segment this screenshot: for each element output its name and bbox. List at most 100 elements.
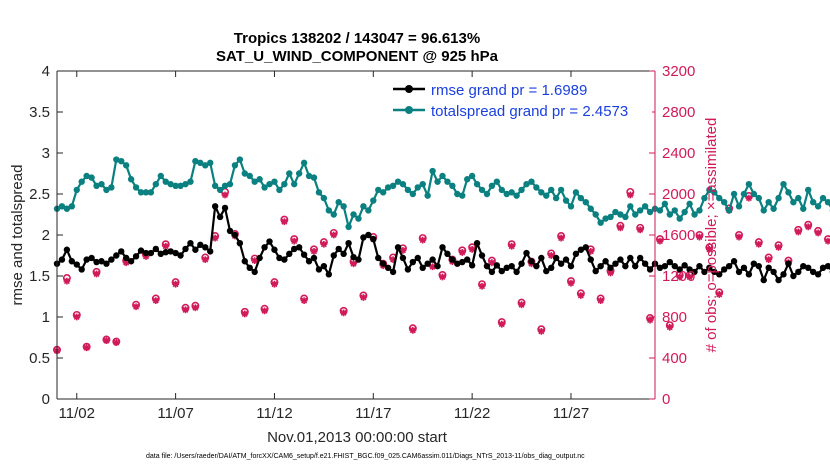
obs-assimilated-marker — [191, 304, 199, 312]
rmse-point — [355, 256, 362, 263]
obs-assimilated-marker — [182, 306, 189, 314]
obs-assimilated-marker — [280, 218, 288, 226]
totalspread-point — [360, 203, 367, 210]
rmse-point — [503, 264, 510, 271]
plot-area — [57, 71, 655, 399]
totalspread-point — [172, 182, 179, 189]
totalspread-point — [286, 170, 293, 177]
totalspread-point — [676, 215, 683, 222]
rmse-point — [473, 240, 481, 247]
rmse-point — [266, 238, 273, 245]
totalspread-point — [493, 178, 501, 185]
rmse-point — [478, 252, 486, 259]
rmse-point — [241, 258, 248, 265]
totalspread-point — [543, 192, 550, 199]
obs-assimilated-marker — [73, 313, 81, 321]
rmse-point — [720, 266, 728, 273]
rmse-point — [745, 271, 753, 278]
totalspread-point — [325, 207, 333, 214]
rmse-point — [562, 256, 570, 263]
totalspread-point — [231, 162, 239, 169]
totalspread-point — [567, 203, 575, 210]
totalspread-point — [216, 186, 224, 194]
rmse-point — [770, 268, 777, 276]
totalspread-point — [63, 205, 71, 212]
rmse-point — [207, 248, 214, 255]
totalspread-point — [409, 190, 417, 198]
obs-assimilated-marker — [429, 263, 437, 271]
rmse-point — [167, 248, 174, 255]
totalspread-point — [251, 178, 258, 185]
rmse-point — [350, 253, 357, 261]
x-tick-label: 11/22 — [454, 405, 490, 422]
rmse-point — [735, 268, 743, 276]
rmse-point — [305, 258, 313, 265]
rmse-point — [340, 250, 347, 258]
obs-assimilated-marker — [775, 243, 782, 251]
obs-assimilated-marker — [63, 277, 71, 285]
rmse-point — [251, 268, 258, 276]
rmse-point — [572, 250, 580, 258]
totalspread-point — [478, 186, 486, 194]
rmse-point — [310, 254, 318, 262]
totalspread-point — [622, 213, 629, 221]
y-tick-label: 0 — [42, 391, 50, 408]
y-tick-label: 0.5 — [29, 350, 50, 367]
totalspread-point — [750, 190, 758, 198]
rmse-point — [740, 264, 748, 271]
rmse-point — [93, 258, 100, 266]
obs-assimilated-marker — [794, 228, 802, 236]
rmse-point — [58, 256, 66, 263]
rmse-point — [785, 260, 792, 267]
obs-assimilated-marker — [508, 242, 516, 250]
obs-assimilated-marker — [617, 224, 624, 232]
rmse-point — [177, 252, 184, 259]
totalspread-point — [725, 207, 733, 214]
obs-assimilated-marker — [735, 233, 743, 241]
obs-assimilated-marker — [705, 245, 713, 253]
totalspread-point — [597, 219, 604, 226]
totalspread-point — [404, 186, 412, 194]
obs-assimilated-marker — [399, 246, 407, 254]
totalspread-point — [122, 162, 130, 169]
rmse-point — [108, 256, 115, 263]
totalspread-point — [429, 167, 436, 175]
rmse-point — [68, 258, 76, 265]
obs-assimilated-marker — [112, 339, 120, 347]
totalspread-point — [528, 178, 535, 185]
obs-assimilated-marker — [152, 297, 160, 304]
rmse-point — [137, 247, 145, 254]
totalspread-point — [740, 190, 748, 198]
totalspread-point — [473, 180, 481, 188]
rmse-point — [795, 268, 802, 276]
obs-assimilated-marker — [409, 326, 417, 334]
totalspread-point — [755, 194, 762, 202]
rmse-point — [414, 254, 421, 262]
totalspread-point — [523, 180, 530, 188]
obs-assimilated-marker — [537, 327, 545, 335]
totalspread-point — [627, 203, 634, 210]
rmse-point — [508, 262, 515, 270]
totalspread-point — [785, 189, 792, 196]
obs-assimilated-marker — [676, 273, 684, 281]
obs-assimilated-marker — [824, 237, 830, 245]
totalspread-point — [132, 184, 140, 191]
totalspread-point — [730, 190, 738, 198]
totalspread-point — [716, 194, 723, 202]
rmse-point — [661, 262, 669, 270]
obs-assimilated-marker — [587, 248, 595, 255]
totalspread-point — [78, 178, 85, 185]
totalspread-point — [113, 156, 120, 163]
obs-assimilated-marker — [666, 323, 674, 331]
totalspread-point — [720, 199, 728, 206]
obs-assimilated-marker — [814, 229, 822, 237]
rmse-point — [800, 262, 807, 270]
totalspread-point — [375, 186, 382, 194]
totalspread-point — [577, 194, 585, 202]
rmse-point — [118, 248, 125, 255]
totalspread-point — [202, 162, 209, 169]
totalspread-point — [320, 194, 328, 202]
obs-assimilated-marker — [83, 344, 91, 352]
rmse-point — [83, 256, 90, 263]
